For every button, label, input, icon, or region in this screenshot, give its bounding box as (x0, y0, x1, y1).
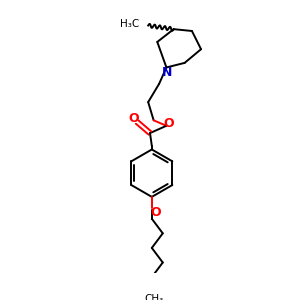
Text: O: O (128, 112, 139, 125)
Text: CH₃: CH₃ (144, 294, 163, 300)
Text: O: O (164, 118, 175, 130)
Text: H₃C: H₃C (120, 19, 139, 29)
Text: O: O (150, 206, 161, 219)
Text: N: N (162, 65, 172, 79)
